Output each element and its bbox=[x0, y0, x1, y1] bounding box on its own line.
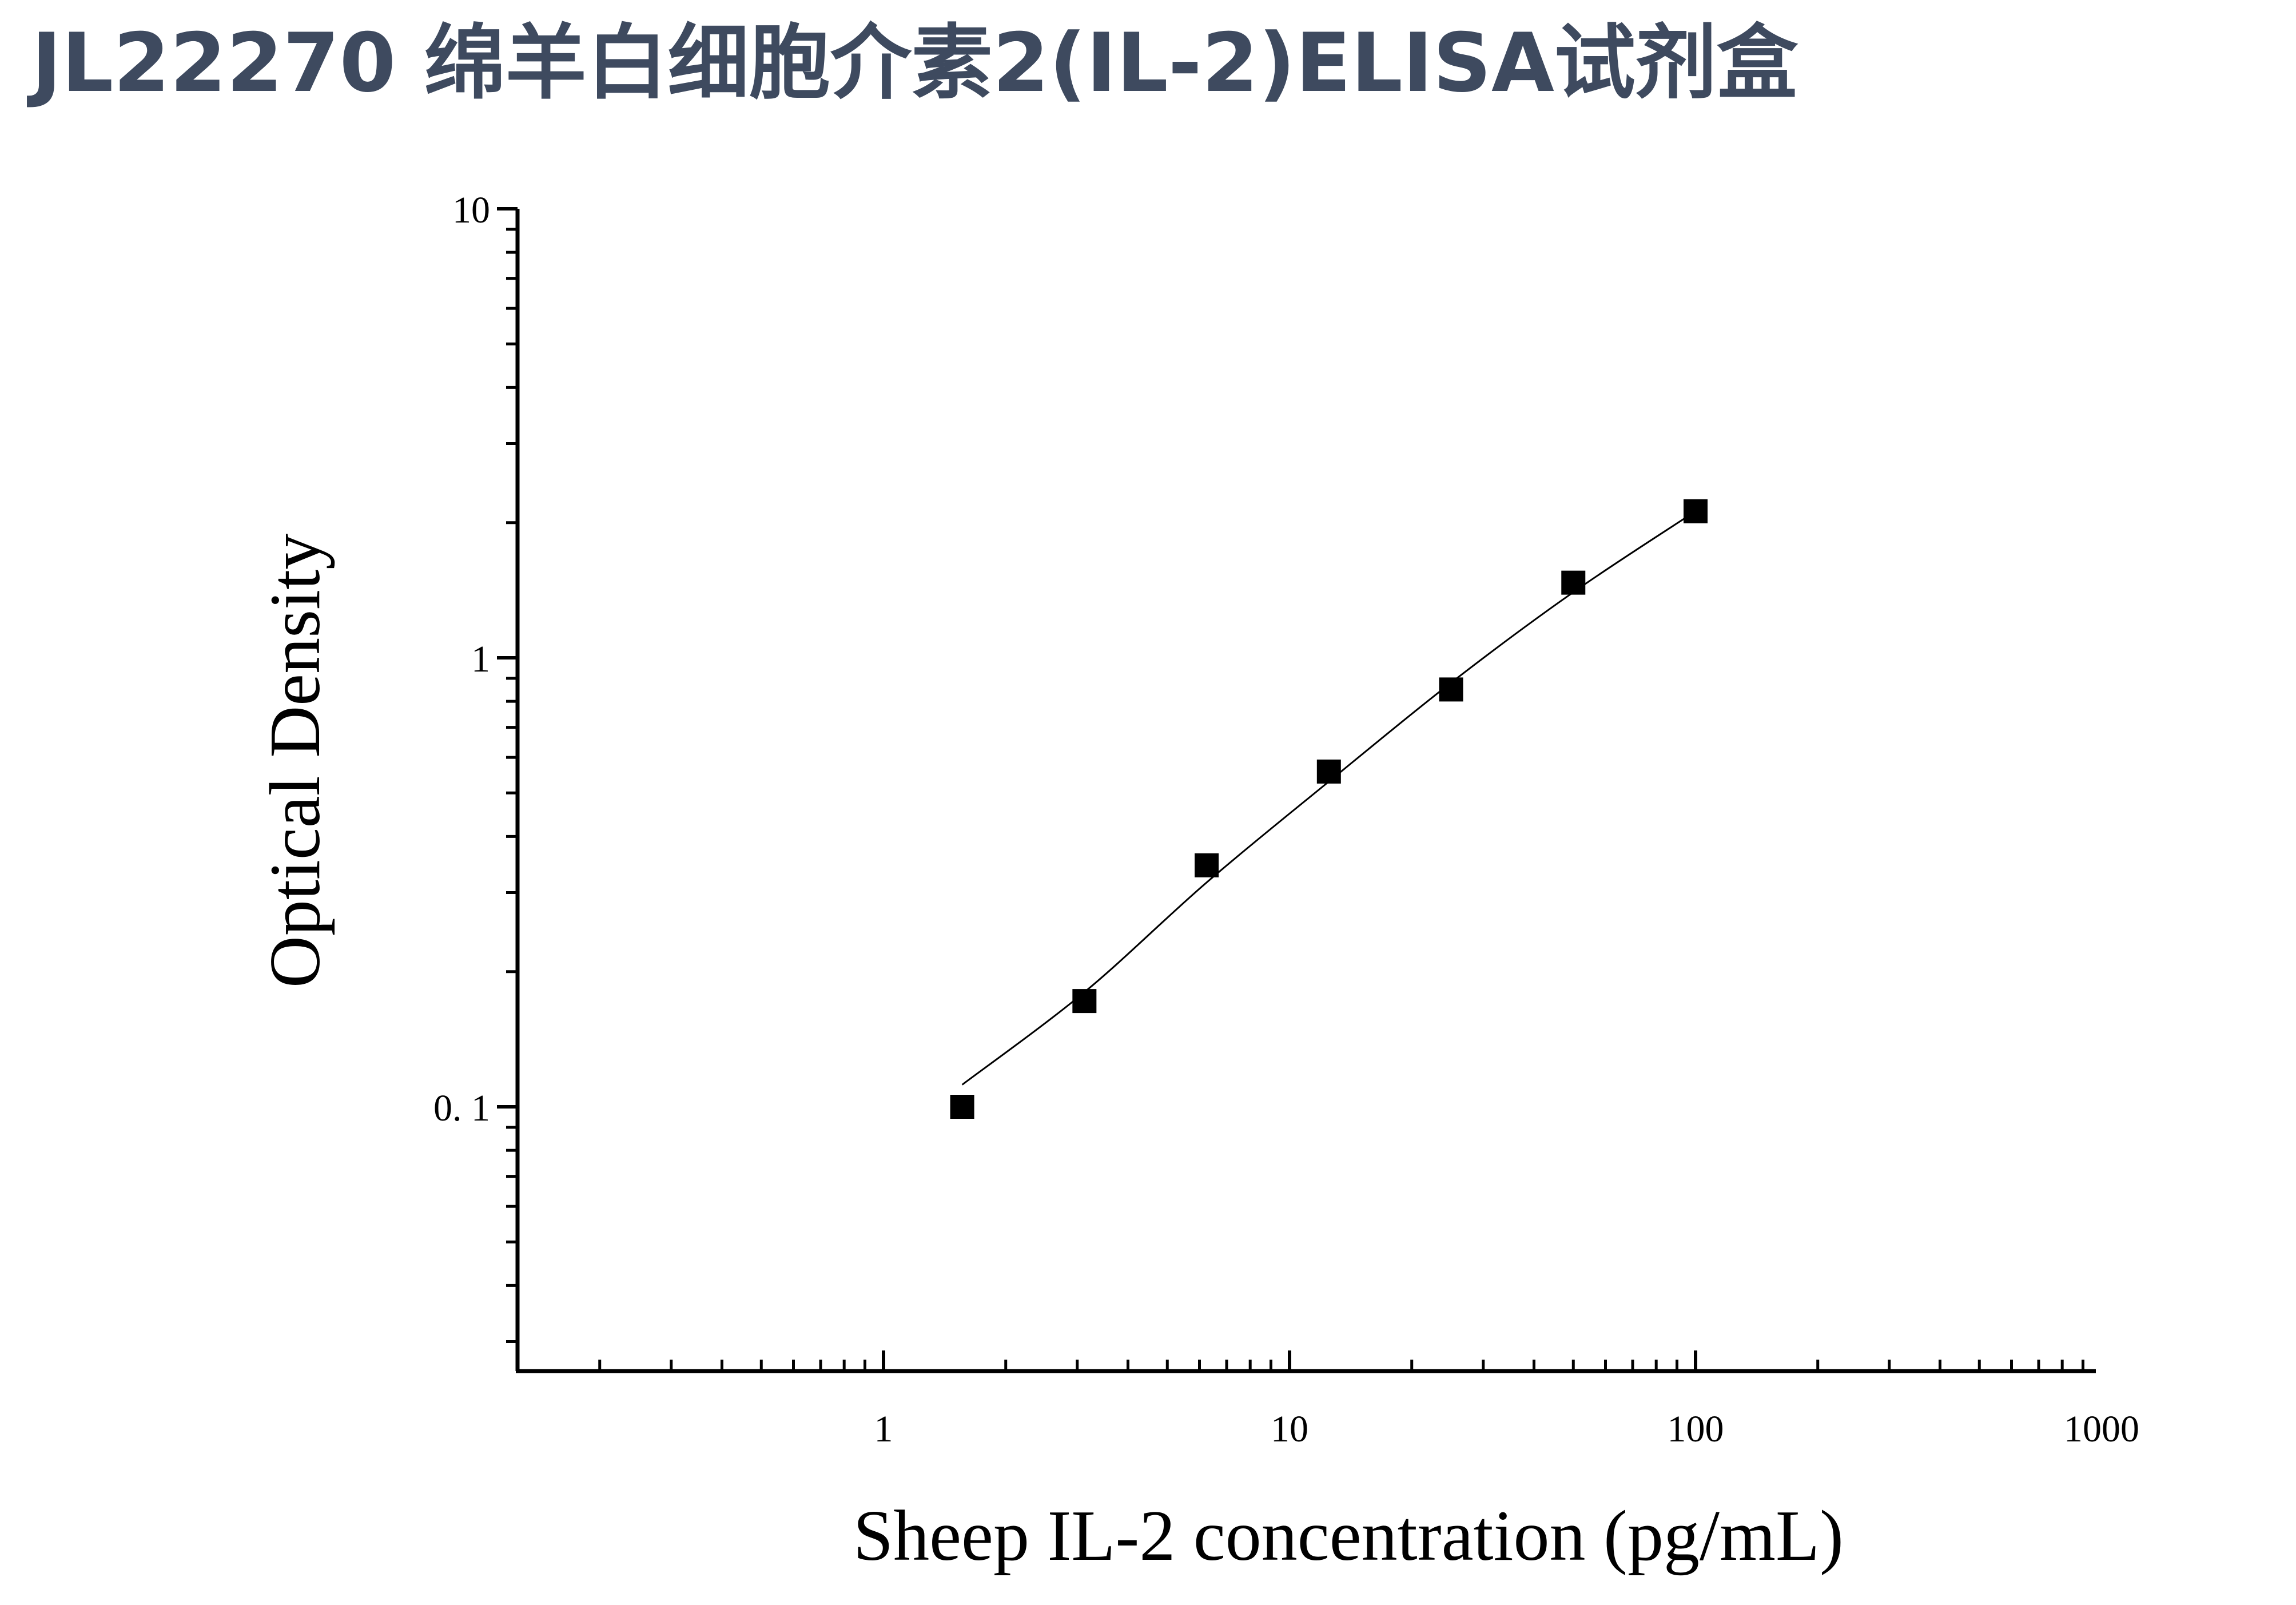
axes bbox=[515, 209, 2096, 1373]
data-points bbox=[950, 499, 1708, 1119]
y-ticks: 0. 1 1 10 bbox=[433, 189, 518, 1343]
x-ticks: 1 10 100 1000 bbox=[598, 1350, 2139, 1450]
x-axis-title: Sheep IL-2 concentration (pg/mL) bbox=[853, 1496, 1844, 1576]
data-point bbox=[1561, 570, 1586, 595]
y-tick-label: 10 bbox=[452, 189, 490, 231]
x-tick-label: 1000 bbox=[2064, 1408, 2139, 1450]
y-axis-title: Optical Density bbox=[256, 534, 335, 988]
data-point bbox=[1316, 759, 1341, 784]
y-tick-label: 1 bbox=[471, 638, 490, 680]
page-title: JL22270 绵羊白细胞介素2(IL-2)ELISA试剂盒 bbox=[31, 16, 1798, 110]
data-point bbox=[950, 1095, 974, 1119]
data-point bbox=[1439, 677, 1463, 702]
y-tick-label: 0. 1 bbox=[433, 1087, 490, 1129]
fit-curve bbox=[961, 510, 1696, 1086]
x-tick-label: 10 bbox=[1271, 1408, 1308, 1450]
x-tick-label: 100 bbox=[1668, 1408, 1724, 1450]
data-point bbox=[1684, 499, 1708, 523]
data-point bbox=[1072, 989, 1097, 1014]
data-point bbox=[1195, 853, 1219, 877]
fit-line bbox=[961, 510, 1696, 1086]
x-tick-label: 1 bbox=[874, 1408, 893, 1450]
